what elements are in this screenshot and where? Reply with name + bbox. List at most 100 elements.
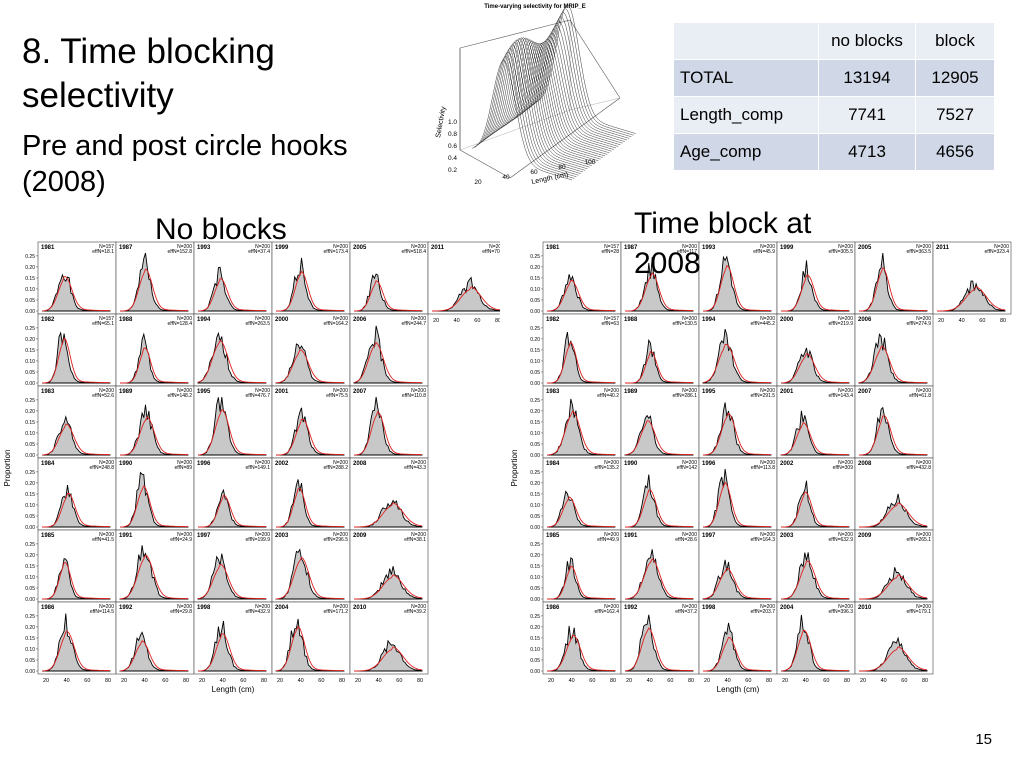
surface-curve xyxy=(533,8,634,136)
surface-x-tick: 40 xyxy=(502,174,510,181)
x-tick-label: 80 xyxy=(261,678,267,684)
expected-line xyxy=(859,502,928,528)
panel-effn: effN=38.1 xyxy=(404,537,426,543)
panel-year: 1991 xyxy=(119,533,133,539)
panel-year: 1985 xyxy=(546,533,560,539)
table-header-no-blocks: no blocks xyxy=(818,22,916,60)
panel-n: N=200 xyxy=(838,604,853,610)
panel-effn: effN=45.9 xyxy=(753,249,775,255)
panel-effn: effN=128.4 xyxy=(167,321,192,327)
panel-frame xyxy=(776,385,856,459)
y-tick-label: 0.05 xyxy=(25,370,35,376)
x-tick-label: 40 xyxy=(454,318,460,324)
surface-curve xyxy=(485,39,586,171)
x-tick-label: 80 xyxy=(1000,318,1006,324)
y-tick-label: 0.10 xyxy=(530,647,540,653)
x-tick-label: 20 xyxy=(704,678,710,684)
y-tick-label: 0.00 xyxy=(530,309,540,315)
panel-year: 2011 xyxy=(431,245,445,251)
y-tick-label: 0.00 xyxy=(25,309,35,315)
x-tick-label: 40 xyxy=(376,678,382,684)
panel-year: 2009 xyxy=(858,533,872,539)
panel-effn: effN=70.7 xyxy=(482,249,500,255)
no-blocks-label: No blocks xyxy=(155,213,287,246)
y-tick-label: 0.20 xyxy=(530,625,540,631)
panel-effn: effN=396.3 xyxy=(828,609,853,615)
expected-line xyxy=(119,640,188,672)
panel-frame xyxy=(854,385,934,459)
panel-frame xyxy=(193,529,273,603)
expected-line xyxy=(197,339,266,384)
y-axis-label: Proportion xyxy=(510,450,519,487)
y-tick-label: 0.00 xyxy=(25,381,35,387)
x-tick-label: 20 xyxy=(860,678,866,684)
y-tick-label: 0.25 xyxy=(530,470,540,476)
x-tick-label: 40 xyxy=(725,678,731,684)
panel-year: 1992 xyxy=(119,605,133,611)
panel-year: 2009 xyxy=(353,533,367,539)
expected-line xyxy=(546,634,616,672)
panel-n: N=157 xyxy=(604,316,619,322)
x-tick-label: 60 xyxy=(589,678,595,684)
y-tick-label: 0.10 xyxy=(25,287,35,293)
panel-effn: effN=117 xyxy=(677,249,697,255)
surface-curve xyxy=(496,38,597,163)
panel-n: N=200 xyxy=(838,388,853,394)
x-tick-label: 80 xyxy=(495,318,500,324)
panel-n: N=200 xyxy=(682,244,697,250)
panel-year: 1994 xyxy=(702,317,716,323)
panel-n: N=200 xyxy=(682,604,697,610)
panel-n: N=157 xyxy=(604,244,619,250)
panel-n: N=200 xyxy=(255,604,270,610)
expected-line xyxy=(120,347,188,384)
y-tick-label: 0.05 xyxy=(530,514,540,520)
expected-line xyxy=(353,341,422,384)
panel-effn: effN=632.9 xyxy=(828,537,853,543)
table-row-label: Length_comp xyxy=(673,96,819,134)
table-row-label: Age_comp xyxy=(673,133,819,171)
panel-year: 2003 xyxy=(275,533,289,539)
y-tick-label: 0.00 xyxy=(530,597,540,603)
selectivity-surface-plot: Time-varying selectivity for MRIP_E Sele… xyxy=(435,4,636,186)
surface-x-tick: 20 xyxy=(474,179,482,186)
surface-curve xyxy=(482,41,584,173)
panel-n: N=200 xyxy=(411,316,426,322)
panel-effn: effN=149.1 xyxy=(245,465,270,471)
panel-year: 2010 xyxy=(858,605,872,611)
x-tick-label: 40 xyxy=(803,678,809,684)
table-cell-block: 4656 xyxy=(915,133,995,171)
panel-effn: effN=288.2 xyxy=(323,465,348,471)
expected-line xyxy=(119,268,189,312)
y-tick-label: 0.05 xyxy=(530,370,540,376)
y-tick-label: 0.05 xyxy=(530,298,540,304)
expected-line xyxy=(780,422,849,456)
panel-year: 1998 xyxy=(197,605,211,611)
panel-year: 2000 xyxy=(780,317,794,323)
x-tick-label: 80 xyxy=(417,678,423,684)
surface-curve xyxy=(471,60,573,181)
panel-effn: effN=110.8 xyxy=(402,393,426,399)
y-tick-label: 0.15 xyxy=(25,636,35,642)
y-tick-label: 0.10 xyxy=(25,575,35,581)
x-tick-label: 20 xyxy=(782,678,788,684)
panel-year: 1984 xyxy=(546,461,560,467)
y-tick-label: 0.15 xyxy=(530,636,540,642)
y-tick-label: 0.10 xyxy=(530,431,540,437)
panel-frame xyxy=(620,313,700,387)
panel-n: N=200 xyxy=(177,460,192,466)
panel-n: N=200 xyxy=(333,244,348,250)
panel-effn: effN=296.5 xyxy=(323,537,348,543)
panel-year: 1982 xyxy=(546,317,560,323)
expected-line xyxy=(703,636,772,672)
